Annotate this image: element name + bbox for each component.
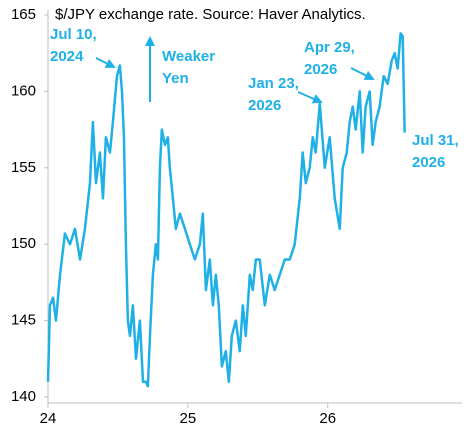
y-tick-label: 155	[11, 159, 36, 176]
annotation: Jul 10,	[50, 26, 97, 43]
line-series	[46, 32, 406, 388]
arrow	[95, 57, 116, 68]
y-tick-label: 150	[11, 235, 36, 252]
annotation: Jul 31,	[412, 132, 459, 149]
annotation: 2026	[412, 154, 445, 171]
y-tick-label: 145	[11, 312, 36, 329]
chart-title: $/JPY exchange rate. Source: Haver Analy…	[55, 6, 366, 23]
annotation: 2026	[248, 97, 281, 114]
annotation: 2024	[50, 48, 84, 65]
annotation: Apr 29,	[304, 39, 355, 56]
x-tick-label: 25	[180, 410, 197, 427]
y-tick-label: 160	[11, 82, 36, 99]
annotation: Jan 23,	[248, 75, 299, 92]
annotation: Yen	[162, 70, 189, 87]
annotation: 2026	[304, 61, 337, 78]
arrow	[350, 67, 375, 80]
arrows	[95, 36, 375, 104]
x-tick-label: 24	[40, 410, 57, 427]
y-tick-label: 140	[11, 388, 36, 405]
y-tick-label: 165	[11, 6, 36, 23]
x-tick-label: 26	[319, 410, 336, 427]
arrow	[297, 91, 323, 104]
annotation: Weaker	[162, 48, 215, 65]
